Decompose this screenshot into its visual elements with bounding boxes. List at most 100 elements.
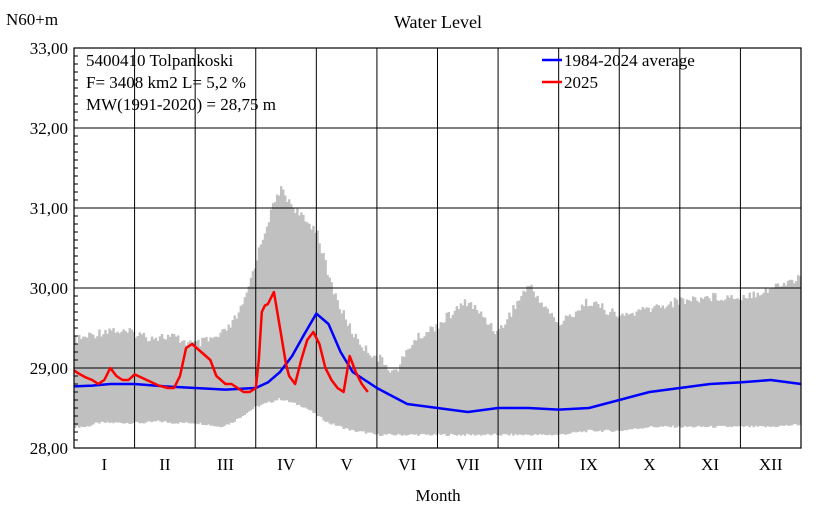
- x-axis-label: Month: [415, 486, 461, 505]
- range-band-bar: [738, 299, 741, 427]
- range-band-bar: [227, 324, 230, 425]
- range-band-bar: [465, 306, 469, 434]
- range-band-bar: [764, 288, 768, 428]
- range-band-bar: [510, 316, 513, 434]
- month-label: I: [101, 455, 107, 474]
- range-band-bar: [286, 201, 289, 401]
- range-band-bar: [748, 292, 751, 428]
- range-band-bar: [378, 354, 382, 436]
- range-band-bar: [136, 335, 140, 423]
- range-band-bar: [223, 328, 226, 426]
- range-band-bar: [770, 288, 774, 427]
- range-band-bar: [479, 311, 483, 436]
- range-band-bar: [158, 336, 162, 422]
- range-band-bar: [387, 370, 390, 434]
- range-band-bar: [726, 295, 729, 428]
- range-band-bar: [629, 313, 632, 430]
- range-band-bar: [181, 340, 184, 423]
- range-band-bar: [657, 305, 661, 428]
- range-band-bar: [530, 284, 533, 436]
- range-band-bar: [584, 298, 588, 433]
- range-band-bar: [128, 328, 131, 424]
- range-band-bar: [336, 300, 339, 426]
- range-band-bar: [649, 312, 652, 426]
- range-band-bar: [550, 312, 554, 436]
- range-band-bar: [231, 320, 234, 423]
- range-band-bar: [172, 334, 176, 424]
- range-band-bar: [572, 317, 576, 432]
- range-band-bar: [732, 298, 735, 427]
- range-band-bar: [524, 291, 527, 435]
- range-band-bar: [300, 212, 303, 407]
- range-band-bar: [356, 338, 360, 432]
- range-band-bar: [156, 340, 160, 421]
- range-band-bar: [621, 313, 624, 431]
- range-band-bar: [124, 331, 127, 424]
- range-band-bar: [631, 312, 634, 430]
- range-band-bar: [132, 332, 135, 423]
- range-band-bar: [496, 331, 499, 435]
- range-band-bar: [211, 338, 214, 426]
- range-band-bar: [308, 223, 311, 411]
- range-band-bar: [706, 295, 709, 428]
- range-band-bar: [134, 337, 138, 422]
- range-band-bar: [443, 322, 446, 435]
- range-band-bar: [447, 311, 451, 436]
- range-band-bar: [437, 328, 440, 434]
- range-band-bar: [382, 365, 386, 435]
- range-band-bar: [469, 302, 473, 436]
- range-band-bar: [358, 344, 362, 432]
- range-band-bar: [548, 313, 551, 435]
- range-band-bar: [746, 298, 749, 426]
- info-area: F= 3408 km2 L= 5,2 %: [86, 73, 246, 92]
- range-band-bar: [623, 315, 626, 431]
- range-band-bar: [243, 297, 247, 416]
- range-band-bar: [324, 260, 327, 422]
- range-band-bar: [284, 195, 287, 401]
- range-band-bar: [225, 330, 228, 425]
- y-tick-label: 32,00: [30, 119, 68, 138]
- range-band-bar: [502, 327, 505, 435]
- range-band-bar: [362, 350, 366, 432]
- range-band-bar: [613, 311, 616, 432]
- range-band-bar: [774, 283, 778, 428]
- range-band-bar: [221, 329, 224, 427]
- range-band-bar: [681, 298, 685, 428]
- range-band-bar: [427, 332, 430, 435]
- range-band-bar: [376, 361, 380, 434]
- range-band-bar: [467, 303, 471, 435]
- range-band-bar: [564, 315, 568, 435]
- range-band-bar: [76, 343, 79, 426]
- range-band-bar: [207, 341, 210, 425]
- range-band-bar: [786, 280, 790, 426]
- range-band-bar: [459, 303, 463, 436]
- range-band-bar: [199, 346, 202, 423]
- range-band-bar: [306, 222, 309, 409]
- y-axis-label: N60+m: [6, 10, 58, 29]
- range-band-bar: [391, 370, 394, 435]
- range-band-bar: [712, 292, 715, 428]
- range-band-bar: [742, 294, 745, 428]
- range-band-bar: [164, 339, 168, 422]
- range-band-bar: [487, 324, 491, 435]
- range-band-bar: [782, 282, 786, 426]
- range-band-bar: [215, 336, 218, 427]
- range-band-bar: [350, 333, 354, 430]
- range-band-bar: [193, 341, 196, 424]
- month-label: V: [340, 455, 353, 474]
- range-band-bar: [574, 311, 578, 433]
- month-label: VIII: [514, 455, 544, 474]
- range-band-bar: [492, 331, 495, 434]
- range-band-bar: [112, 328, 115, 424]
- range-band-bar: [671, 307, 675, 426]
- range-band-bar: [421, 338, 424, 434]
- range-band-bar: [249, 277, 253, 411]
- range-band-bar: [609, 311, 612, 431]
- range-band-bar: [724, 299, 727, 427]
- range-band-bar: [780, 286, 784, 426]
- range-band-bar: [183, 340, 186, 424]
- range-band-bar: [338, 309, 341, 426]
- y-tick-label: 33,00: [30, 39, 68, 58]
- range-band-bar: [461, 305, 465, 435]
